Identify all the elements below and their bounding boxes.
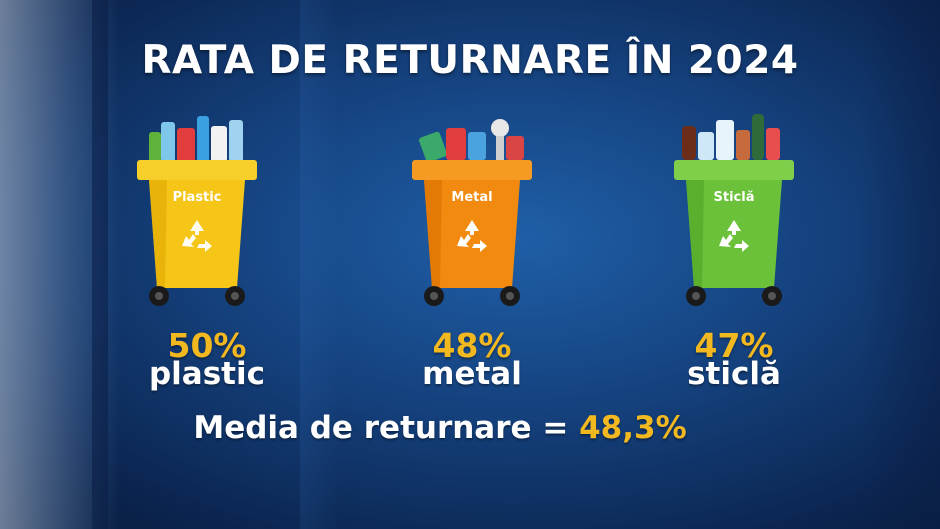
bin-label-plastic: Plastic [172,190,222,205]
bin-label-metal: Metal [451,190,493,205]
background-stripe [92,0,108,529]
metal-bin: Metal [402,106,542,318]
average-label: Media de returnare = [193,410,580,446]
glass-bin: Sticlă [664,106,804,318]
bin-label-glass: Sticlă [713,190,755,205]
metal-name: metal [422,356,522,392]
background-stripe [300,0,340,529]
plastic-name: plastic [148,356,265,392]
metal-percent: 48% [432,326,512,365]
background-stripe [860,0,940,529]
recycle-icon [457,220,487,252]
plastic-percent: 50% [167,326,247,365]
metal-bin-illustration [412,119,532,306]
recycle-icon [719,220,749,252]
average-value: 48,3% [579,410,687,446]
glass-bin-illustration [674,114,794,306]
plastic-bin: Plastic [127,106,267,318]
glass-percent: 47% [694,326,774,365]
glass-name: sticlă [687,356,781,392]
average-return-rate: Media de returnare = 48,3% [0,410,880,446]
plastic-bin-illustration [137,116,257,306]
recycle-icon [182,220,212,252]
page-title: RATA DE RETURNARE ÎN 2024 [141,38,799,83]
